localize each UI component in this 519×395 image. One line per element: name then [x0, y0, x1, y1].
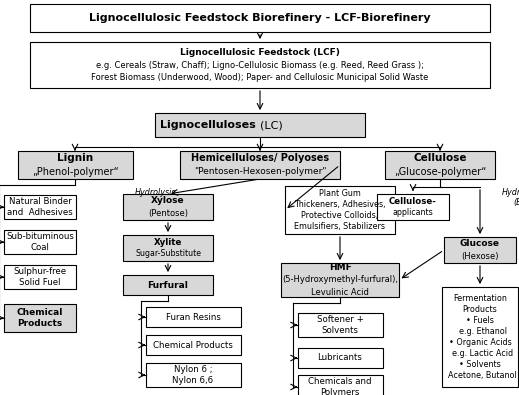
Text: (Pentose): (Pentose): [148, 209, 188, 218]
Text: Furfural: Furfural: [147, 280, 188, 290]
Bar: [123, 235, 213, 261]
Bar: [123, 194, 213, 220]
Text: Chemical
Products: Chemical Products: [17, 308, 63, 328]
Text: Hemicelluloses/ Polyoses: Hemicelluloses/ Polyoses: [191, 153, 329, 164]
Text: Lignocelluloses: Lignocelluloses: [160, 120, 260, 130]
Bar: [145, 335, 240, 355]
Bar: [285, 186, 395, 234]
Bar: [180, 151, 340, 179]
Text: Glucose: Glucose: [460, 239, 500, 248]
Text: Chemicals and
Polymers: Chemicals and Polymers: [308, 377, 372, 395]
Bar: [145, 363, 240, 387]
Text: HMF: HMF: [329, 263, 351, 272]
Text: Natural Binder
and  Adhesives: Natural Binder and Adhesives: [7, 197, 73, 217]
Text: Cellulose-: Cellulose-: [389, 197, 437, 206]
Text: Hydrolysis
(E/C): Hydrolysis (E/C): [502, 188, 519, 207]
Bar: [297, 375, 383, 395]
Bar: [281, 263, 399, 297]
Bar: [145, 307, 240, 327]
Bar: [385, 151, 495, 179]
Bar: [18, 151, 132, 179]
Bar: [4, 195, 76, 219]
Bar: [30, 4, 490, 32]
Text: „Phenol-polymer“: „Phenol-polymer“: [32, 167, 118, 177]
Bar: [297, 348, 383, 368]
Text: (5-Hydroxymethyl-furfural),: (5-Hydroxymethyl-furfural),: [282, 275, 398, 284]
Bar: [442, 287, 518, 387]
Text: Chemical Products: Chemical Products: [153, 340, 233, 350]
Bar: [155, 113, 365, 137]
Text: Cellulose: Cellulose: [413, 153, 467, 163]
Text: "Pentosen-Hexosen-polymer": "Pentosen-Hexosen-polymer": [194, 167, 326, 176]
Text: „Glucose-polymer“: „Glucose-polymer“: [394, 167, 486, 177]
Text: Xylose: Xylose: [151, 196, 185, 205]
Text: Lignocellulosic Feedstock (LCF): Lignocellulosic Feedstock (LCF): [180, 48, 340, 57]
Text: Lubricants: Lubricants: [318, 354, 362, 363]
Text: Nylon 6 ;
Nylon 6,6: Nylon 6 ; Nylon 6,6: [172, 365, 213, 385]
Bar: [297, 313, 383, 337]
Bar: [4, 304, 76, 332]
Bar: [4, 230, 76, 254]
Text: Plant Gum
Thickeners, Adhesives,
Protective Colloids,
Emulsifiers, Stabilizers: Plant Gum Thickeners, Adhesives, Protect…: [294, 189, 386, 231]
Text: Fermentation
Products
• Fuels
  e.g. Ethanol
• Organic Acids
  e.g. Lactic Acid
: Fermentation Products • Fuels e.g. Ethan…: [443, 293, 517, 380]
Text: Sulphur-free
Solid Fuel: Sulphur-free Solid Fuel: [13, 267, 66, 287]
Text: Softener +
Solvents: Softener + Solvents: [317, 315, 363, 335]
Text: e.g. Cereals (Straw, Chaff); Ligno-Cellulosic Biomass (e.g. Reed, Reed Grass );: e.g. Cereals (Straw, Chaff); Ligno-Cellu…: [96, 60, 424, 70]
Bar: [444, 237, 516, 263]
Bar: [123, 275, 213, 295]
Text: (LC): (LC): [260, 120, 283, 130]
Text: Forest Biomass (Underwood, Wood); Paper- and Cellulosic Municipal Solid Waste: Forest Biomass (Underwood, Wood); Paper-…: [91, 73, 429, 82]
Text: applicants: applicants: [393, 208, 433, 217]
Text: Sub-bituminous
Coal: Sub-bituminous Coal: [6, 232, 74, 252]
Bar: [377, 194, 449, 220]
Text: Xylite: Xylite: [154, 238, 182, 247]
Text: Levulinic Acid: Levulinic Acid: [311, 288, 369, 297]
Text: Hydrolysis: Hydrolysis: [135, 188, 176, 197]
Text: Lignocellulosic Feedstock Biorefinery - LCF-Biorefinery: Lignocellulosic Feedstock Biorefinery - …: [89, 13, 431, 23]
Text: (Hexose): (Hexose): [461, 252, 499, 261]
Bar: [4, 265, 76, 289]
Text: Lignin: Lignin: [57, 153, 93, 163]
Text: Sugar-Substitute: Sugar-Substitute: [135, 249, 201, 258]
Bar: [30, 42, 490, 88]
Text: Furan Resins: Furan Resins: [166, 312, 221, 322]
